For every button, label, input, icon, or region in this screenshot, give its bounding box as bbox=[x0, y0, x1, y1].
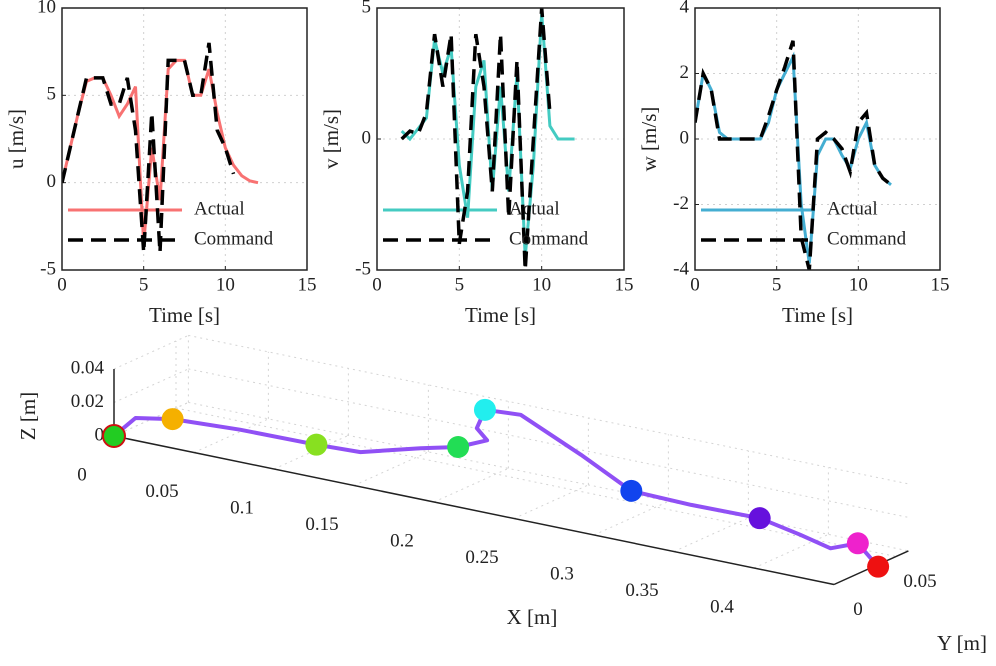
x-axis-label: Time [s] bbox=[149, 303, 220, 327]
x-tick-label: 0 bbox=[77, 464, 87, 485]
y-tick-label: 0 bbox=[362, 127, 372, 148]
x-tick-label: 0.15 bbox=[305, 514, 338, 535]
waypoint bbox=[846, 532, 869, 555]
grid-line bbox=[513, 484, 589, 519]
axes-frame bbox=[376, 7, 625, 271]
grid-line bbox=[273, 434, 349, 470]
x-tick-label: 0.05 bbox=[145, 481, 178, 502]
x-tick-label: 5 bbox=[772, 274, 782, 295]
series-line bbox=[695, 40, 893, 270]
grid-line bbox=[193, 418, 269, 453]
x-tick-label: 5 bbox=[139, 274, 149, 295]
x-axis-label: Time [s] bbox=[782, 303, 853, 327]
z-axis-label: Z [m] bbox=[16, 392, 40, 440]
waypoint bbox=[867, 555, 890, 578]
grid-line bbox=[113, 334, 189, 370]
z-tick-label: 0 bbox=[95, 424, 105, 445]
grid-line bbox=[673, 517, 749, 552]
x-tick-label: 0.35 bbox=[625, 580, 658, 601]
y-tick-label: 0.05 bbox=[903, 571, 936, 592]
legend-label: Actual bbox=[827, 198, 878, 219]
x-tick-label: 0.25 bbox=[465, 547, 498, 568]
x-tick-label: 5 bbox=[455, 274, 465, 295]
x-tick-label: 15 bbox=[615, 274, 634, 295]
x-axis bbox=[113, 435, 835, 586]
grid-line bbox=[353, 451, 429, 486]
series-line bbox=[62, 42, 236, 253]
grid-line bbox=[175, 407, 897, 557]
grid-line bbox=[188, 368, 909, 518]
x-tick-label: 0 bbox=[690, 274, 700, 295]
x-tick-label: 0.3 bbox=[550, 563, 574, 584]
series-line bbox=[400, 8, 552, 270]
y-axis-label: u [m/s] bbox=[4, 109, 28, 169]
x-tick-label: 15 bbox=[931, 274, 950, 295]
trajectory bbox=[112, 407, 880, 569]
waypoint bbox=[473, 398, 496, 421]
x-tick-label: 10 bbox=[849, 274, 868, 295]
grid-line bbox=[433, 467, 509, 503]
waypoint bbox=[620, 479, 643, 502]
z-tick-label: 0.02 bbox=[71, 391, 104, 412]
grid-line bbox=[188, 334, 909, 485]
x-tick-label: 0.2 bbox=[390, 530, 414, 551]
grid-line bbox=[593, 500, 669, 536]
axes-frame bbox=[61, 7, 308, 271]
waypoint bbox=[305, 433, 328, 456]
waypoint bbox=[447, 435, 470, 458]
grid-line bbox=[753, 533, 829, 569]
x-tick-label: 10 bbox=[216, 274, 235, 295]
x-tick-label: 15 bbox=[298, 274, 317, 295]
y-tick-label: -5 bbox=[40, 258, 56, 279]
legend-label: Actual bbox=[509, 198, 560, 219]
grid-line bbox=[113, 368, 189, 403]
axes-frame bbox=[694, 7, 941, 271]
z-tick-label: 0.04 bbox=[71, 357, 105, 378]
y-axis-label: w [m/s] bbox=[637, 107, 661, 172]
y-tick-label: 0 bbox=[853, 599, 863, 620]
y-tick-label: -2 bbox=[673, 193, 689, 214]
y-tick-label: -4 bbox=[673, 258, 689, 279]
waypoint bbox=[102, 424, 126, 448]
y-tick-label: -5 bbox=[355, 258, 371, 279]
y-axis-label: Y [m] bbox=[937, 631, 987, 655]
y-tick-label: 0 bbox=[680, 127, 690, 148]
x-tick-label: 0 bbox=[372, 274, 382, 295]
x-axis-label: Time [s] bbox=[465, 303, 536, 327]
x-tick-label: 0.1 bbox=[230, 497, 254, 518]
grid-line bbox=[188, 401, 909, 552]
waypoint bbox=[748, 507, 771, 530]
y-tick-label: 4 bbox=[680, 0, 690, 17]
y-tick-label: 2 bbox=[680, 62, 690, 83]
legend-label: Actual bbox=[194, 198, 245, 219]
legend-label: Command bbox=[827, 228, 907, 249]
grid-line bbox=[113, 401, 189, 437]
waypoint bbox=[161, 408, 184, 431]
y-tick-label: 10 bbox=[37, 0, 56, 17]
y-tick-label: 5 bbox=[362, 0, 372, 17]
y-axis-label: v [m/s] bbox=[319, 109, 343, 169]
x-axis-label: X [m] bbox=[507, 605, 558, 629]
x-tick-label: 0.4 bbox=[710, 596, 734, 617]
legend-label: Command bbox=[194, 228, 274, 249]
y-tick-label: 5 bbox=[47, 84, 57, 105]
x-tick-label: 0 bbox=[57, 274, 67, 295]
x-tick-label: 10 bbox=[532, 274, 551, 295]
legend-label: Command bbox=[509, 228, 589, 249]
y-tick-label: 0 bbox=[47, 171, 57, 192]
